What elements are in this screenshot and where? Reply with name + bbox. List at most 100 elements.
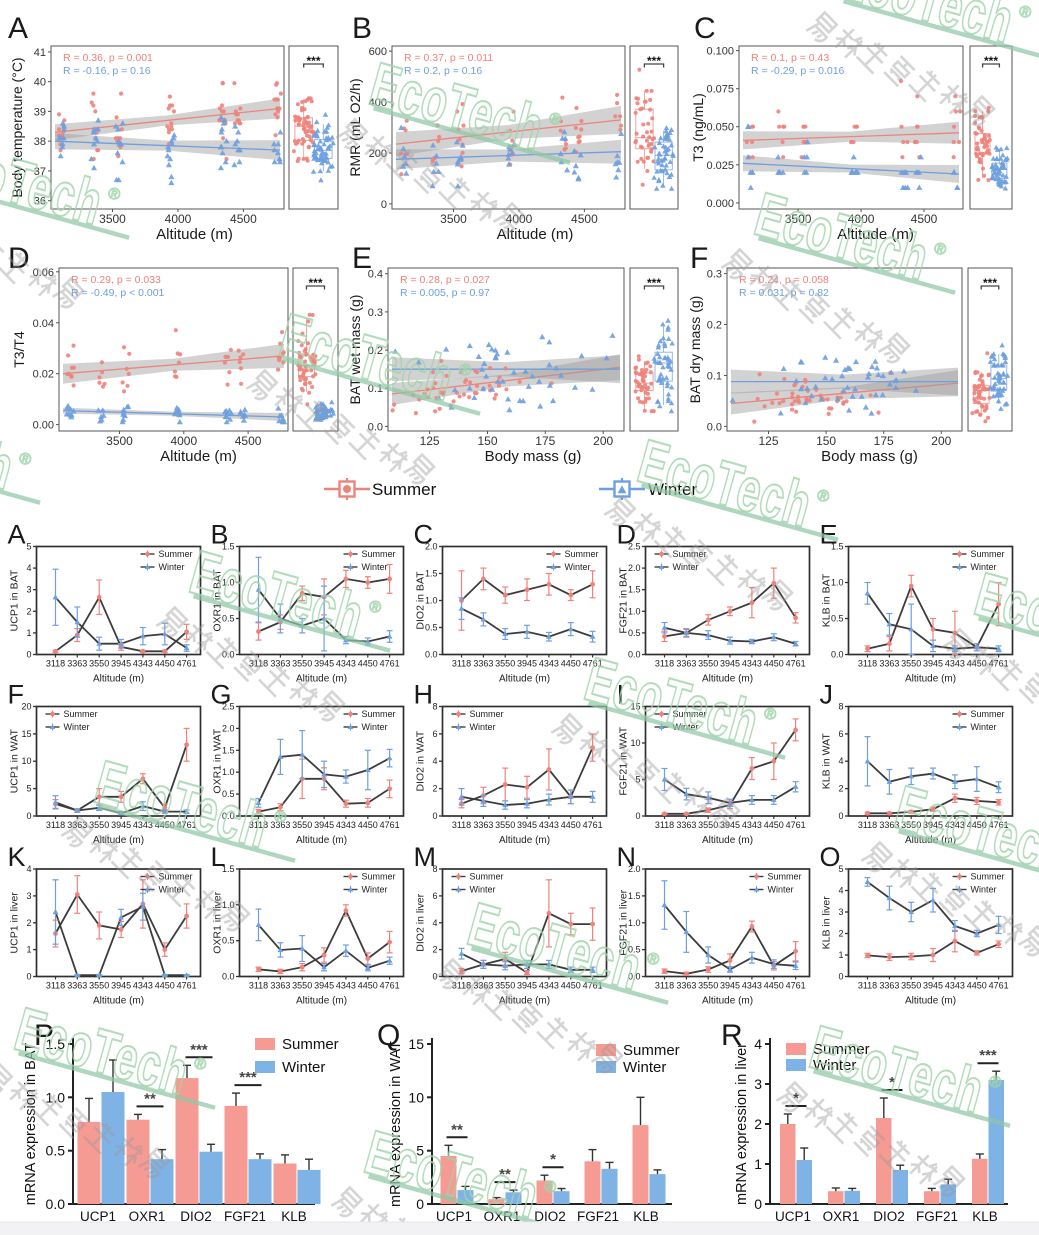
svg-text:0.0: 0.0 <box>707 421 722 433</box>
svg-text:Summer: Summer <box>159 872 193 882</box>
svg-text:*: * <box>889 1074 895 1091</box>
svg-text:3118: 3118 <box>46 981 65 991</box>
svg-text:Winter: Winter <box>623 1059 666 1076</box>
svg-text:3363: 3363 <box>473 981 493 991</box>
svg-text:4450: 4450 <box>967 981 987 991</box>
svg-text:4450: 4450 <box>561 659 581 669</box>
svg-text:3550: 3550 <box>89 820 109 830</box>
svg-text:K: K <box>8 842 26 872</box>
svg-text:mRNA expression in liver: mRNA expression in liver <box>734 1043 750 1205</box>
svg-text:15: 15 <box>21 729 31 739</box>
svg-text:4343: 4343 <box>133 820 153 830</box>
svg-text:3945: 3945 <box>517 659 537 669</box>
svg-text:3500: 3500 <box>106 434 133 448</box>
svg-text:3363: 3363 <box>270 659 290 669</box>
svg-text:R = 0.1, p = 0.43: R = 0.1, p = 0.43 <box>751 52 829 64</box>
svg-text:3500: 3500 <box>785 212 812 226</box>
svg-text:3550: 3550 <box>292 981 312 991</box>
svg-text:3500: 3500 <box>99 212 126 226</box>
svg-text:3550: 3550 <box>292 820 312 830</box>
svg-text:5: 5 <box>838 864 843 874</box>
svg-text:4343: 4343 <box>336 659 356 669</box>
svg-text:mRNA expression in WAT: mRNA expression in WAT <box>388 1041 404 1207</box>
svg-text:Summer: Summer <box>470 872 504 882</box>
svg-text:600: 600 <box>369 46 387 58</box>
svg-text:3363: 3363 <box>879 659 899 669</box>
svg-text:UCP1 in BAT: UCP1 in BAT <box>9 569 21 631</box>
svg-text:Winter: Winter <box>64 722 90 732</box>
svg-text:20: 20 <box>21 702 31 712</box>
svg-text:Altitude (m): Altitude (m) <box>702 996 753 1007</box>
svg-text:3118: 3118 <box>655 659 674 669</box>
svg-text:3945: 3945 <box>111 981 131 991</box>
svg-text:4343: 4343 <box>539 659 559 669</box>
svg-text:0.5: 0.5 <box>222 614 235 624</box>
svg-text:®: ® <box>547 110 563 130</box>
svg-text:4761: 4761 <box>583 659 603 669</box>
svg-text:0: 0 <box>432 811 437 821</box>
svg-text:0.04: 0.04 <box>33 318 54 330</box>
svg-text:3363: 3363 <box>473 820 493 830</box>
svg-text:3118: 3118 <box>655 981 674 991</box>
svg-text:0.025: 0.025 <box>706 160 734 172</box>
svg-text:Altitude (m): Altitude (m) <box>497 226 574 243</box>
svg-text:4761: 4761 <box>786 820 806 830</box>
svg-text:3118: 3118 <box>452 981 471 991</box>
svg-text:0.5: 0.5 <box>628 628 641 638</box>
svg-text:1.5: 1.5 <box>831 542 844 552</box>
svg-text:4450: 4450 <box>358 820 378 830</box>
svg-text:4761: 4761 <box>177 981 197 991</box>
svg-text:4: 4 <box>26 563 31 573</box>
svg-text:5: 5 <box>26 784 31 794</box>
svg-text:37: 37 <box>34 166 46 178</box>
svg-text:Winter: Winter <box>282 1059 325 1076</box>
svg-text:3945: 3945 <box>720 659 740 669</box>
svg-text:4761: 4761 <box>989 981 1009 991</box>
svg-text:®: ® <box>1017 3 1033 23</box>
svg-text:0: 0 <box>381 199 387 211</box>
svg-text:0: 0 <box>416 1196 424 1212</box>
svg-text:Summer: Summer <box>159 549 193 559</box>
svg-text:4343: 4343 <box>742 820 762 830</box>
svg-text:Summer: Summer <box>372 480 437 499</box>
svg-text:R = -0.29, p = 0.016: R = -0.29, p = 0.016 <box>751 65 845 77</box>
svg-text:4343: 4343 <box>539 820 559 830</box>
svg-text:2: 2 <box>754 1116 762 1132</box>
svg-text:®: ® <box>542 1178 558 1198</box>
svg-text:0.1: 0.1 <box>707 371 722 383</box>
svg-text:Winter: Winter <box>971 562 997 572</box>
svg-text:4450: 4450 <box>358 981 378 991</box>
svg-text:***: *** <box>979 1047 997 1064</box>
svg-text:3945: 3945 <box>517 981 537 991</box>
svg-text:4000: 4000 <box>165 212 192 226</box>
svg-text:Winter: Winter <box>813 1057 856 1074</box>
svg-text:4500: 4500 <box>235 434 262 448</box>
svg-text:6: 6 <box>432 729 437 739</box>
svg-text:A: A <box>8 520 26 550</box>
svg-text:10: 10 <box>21 756 31 766</box>
svg-text:4343: 4343 <box>945 981 965 991</box>
svg-text:0.4: 0.4 <box>368 269 383 281</box>
svg-text:Altitude (m): Altitude (m) <box>837 226 914 243</box>
svg-text:0.5: 0.5 <box>222 789 235 799</box>
svg-text:0.0: 0.0 <box>425 650 438 660</box>
svg-text:3550: 3550 <box>89 659 109 669</box>
svg-text:Altitude (m): Altitude (m) <box>93 835 144 846</box>
svg-text:200: 200 <box>593 434 613 448</box>
svg-text:Q: Q <box>377 1019 400 1052</box>
svg-text:OXR1 in BAT: OXR1 in BAT <box>212 569 224 632</box>
svg-text:1.0: 1.0 <box>222 767 235 777</box>
svg-text:4450: 4450 <box>358 659 378 669</box>
svg-text:C: C <box>414 520 434 550</box>
svg-text:Summer: Summer <box>768 872 802 882</box>
svg-text:F: F <box>8 680 25 710</box>
svg-text:3550: 3550 <box>901 820 921 830</box>
svg-text:2.0: 2.0 <box>628 864 641 874</box>
svg-text:2.0: 2.0 <box>628 563 641 573</box>
svg-text:2: 2 <box>432 784 437 794</box>
svg-text:Body mass (g): Body mass (g) <box>821 448 918 465</box>
svg-text:0: 0 <box>26 972 31 982</box>
svg-text:0.3: 0.3 <box>707 269 722 281</box>
svg-text:0: 0 <box>26 650 31 660</box>
svg-text:H: H <box>414 680 434 710</box>
